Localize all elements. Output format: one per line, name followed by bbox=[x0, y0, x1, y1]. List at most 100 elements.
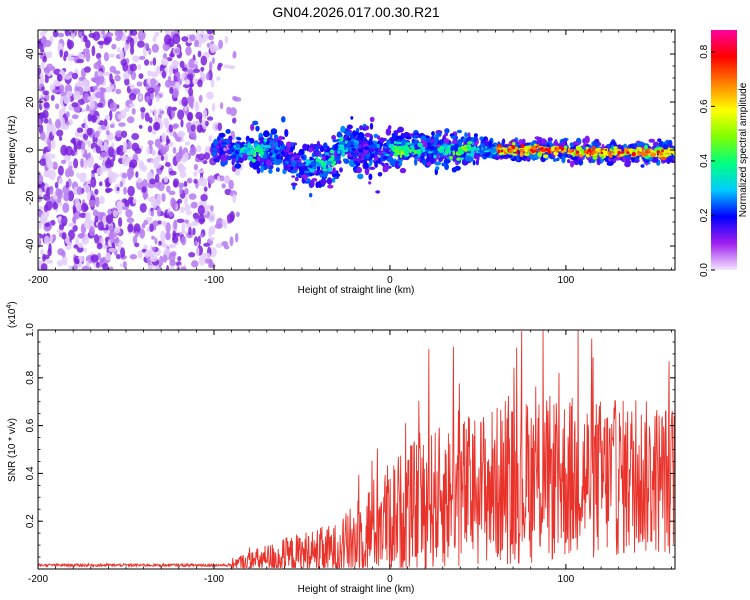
spectrogram-noise-blob bbox=[70, 138, 75, 144]
spectrogram-band-cell bbox=[411, 138, 415, 143]
spectrogram-noise-blob bbox=[189, 82, 195, 88]
spectrogram-core-cell bbox=[543, 154, 549, 159]
spectrogram-noise-blob bbox=[196, 124, 203, 133]
spectrogram-noise-blob bbox=[174, 48, 180, 54]
spectrogram-core-cell bbox=[417, 142, 423, 148]
spectrogram-band-cell bbox=[456, 129, 463, 134]
spectrogram-band-cell bbox=[569, 160, 575, 168]
spectrogram-noise-blob bbox=[146, 77, 152, 86]
spectrogram-noise-blob bbox=[194, 39, 199, 48]
spectrogram-band-cell bbox=[556, 157, 560, 162]
spectrogram-noise-blob bbox=[91, 45, 96, 57]
spectrogram-noise-blob bbox=[217, 175, 221, 182]
spectrogram-band-cell bbox=[331, 135, 336, 140]
spectrogram-band-cell bbox=[250, 123, 255, 131]
spectrogram-noise-blob bbox=[83, 184, 91, 193]
spectrogram-band-cell bbox=[260, 165, 264, 173]
spectrogram-noise-blob bbox=[180, 235, 187, 246]
spectrogram-peak-cell bbox=[589, 153, 592, 156]
spectrogram-noise-blob bbox=[38, 234, 44, 239]
spectrogram-noise-blob bbox=[131, 142, 140, 152]
spectrogram-noise-blob bbox=[157, 181, 165, 192]
spectrogram-noise-blob bbox=[92, 209, 99, 217]
spectrogram-noise-blob bbox=[191, 260, 199, 268]
spectrogram-noise-blob bbox=[132, 88, 141, 95]
spectrogram-band-cell bbox=[284, 129, 289, 137]
spectrogram-x-tick-label: 100 bbox=[558, 275, 575, 286]
spectrogram-y-label: Frequency (Hz) bbox=[7, 116, 18, 185]
snr-x-tick-label: -100 bbox=[204, 574, 224, 585]
spectrogram-noise-blob bbox=[86, 104, 90, 112]
spectrogram-noise-blob bbox=[174, 72, 180, 77]
spectrogram-core-cell bbox=[671, 151, 675, 155]
spectrogram-noise-blob bbox=[102, 263, 109, 270]
spectrogram-noise-blob bbox=[125, 209, 133, 218]
snr-multiplier-close: ) bbox=[7, 301, 18, 304]
spectrogram-band-cell bbox=[322, 155, 326, 162]
spectrogram-band-cell bbox=[364, 132, 372, 138]
spectrogram-peak-cell bbox=[642, 150, 645, 153]
spectrogram-noise-blob bbox=[161, 132, 167, 143]
spectrogram-noise-blob bbox=[164, 162, 171, 167]
spectrogram-core-cell bbox=[339, 136, 344, 142]
spectrogram-band-cell bbox=[256, 156, 261, 163]
spectrogram-peak-cell bbox=[556, 147, 559, 151]
spectrogram-band-cell bbox=[353, 157, 357, 162]
spectrogram-band-cell bbox=[640, 164, 645, 168]
spectrogram-noise-blob bbox=[39, 52, 44, 60]
spectrogram-core-cell bbox=[437, 147, 441, 152]
snr-series-line bbox=[38, 330, 675, 569]
spectrogram-noise-blob bbox=[120, 247, 126, 258]
spectrogram-noise-blob bbox=[181, 96, 188, 107]
spectrogram-noise-blob bbox=[54, 181, 59, 189]
spectrogram-noise-blob bbox=[44, 152, 53, 158]
spectrogram-core-cell bbox=[563, 145, 568, 150]
spectrogram-core-cell bbox=[446, 147, 451, 153]
spectrogram-noise-blob bbox=[190, 145, 197, 155]
spectrogram-core-cell bbox=[602, 149, 608, 155]
spectrogram-core-cell bbox=[250, 148, 256, 154]
spectrogram-noise-blob bbox=[168, 252, 176, 263]
spectrogram-noise-blob bbox=[57, 189, 63, 199]
spectrogram-noise-blob bbox=[181, 222, 186, 233]
spectrogram-noise-blob bbox=[203, 242, 211, 247]
spectrogram-band-cell bbox=[263, 130, 270, 138]
spectrogram-band-cell bbox=[320, 178, 327, 185]
spectrogram-core-cell bbox=[459, 150, 465, 155]
spectrogram-noise-blob bbox=[96, 60, 102, 66]
spectrogram-band-cell bbox=[218, 132, 226, 138]
spectrogram-noise-blob bbox=[141, 223, 146, 229]
spectrogram-noise-blob bbox=[72, 224, 78, 232]
spectrogram-noise-blob bbox=[194, 240, 198, 246]
spectrogram-core-cell bbox=[268, 152, 273, 157]
spectrogram-noise-blob bbox=[108, 247, 117, 253]
spectrogram-noise-blob bbox=[200, 30, 205, 36]
spectrogram-core-cell bbox=[472, 146, 476, 151]
spectrogram-noise-blob bbox=[206, 30, 214, 35]
spectrogram-noise-blob bbox=[168, 124, 173, 133]
spectrogram-noise-blob bbox=[210, 78, 215, 88]
spectrogram-noise-blob bbox=[128, 166, 134, 176]
spectrogram-band-cell bbox=[529, 152, 537, 160]
spectrogram-noise-blob bbox=[211, 102, 216, 112]
snr-x-ticks: -200 -100 0 100 bbox=[28, 330, 672, 585]
spectrogram-noise-blob bbox=[152, 35, 157, 43]
spectrogram-noise-blob bbox=[87, 96, 95, 101]
spectrogram-noise-blob bbox=[185, 210, 192, 216]
spectrogram-noise-blob bbox=[206, 72, 210, 81]
spectrogram-noise-blob bbox=[161, 58, 169, 66]
spectrogram-core-cell bbox=[613, 146, 618, 150]
spectrogram-noise-blob bbox=[52, 201, 58, 210]
spectrogram-core-cell bbox=[299, 170, 305, 176]
spectrogram-noise-blob bbox=[121, 172, 128, 179]
spectrogram-core-cell bbox=[373, 153, 378, 156]
spectrogram-noise-blob bbox=[172, 235, 179, 244]
spectrogram-core-cell bbox=[280, 151, 285, 155]
spectrogram-noise-blob bbox=[185, 79, 191, 85]
spectrogram-noise-blob bbox=[65, 111, 70, 118]
spectrogram-noise-blob bbox=[97, 71, 103, 77]
spectrogram-noise-blob bbox=[124, 77, 130, 86]
spectrogram-noise-blob bbox=[200, 55, 208, 66]
